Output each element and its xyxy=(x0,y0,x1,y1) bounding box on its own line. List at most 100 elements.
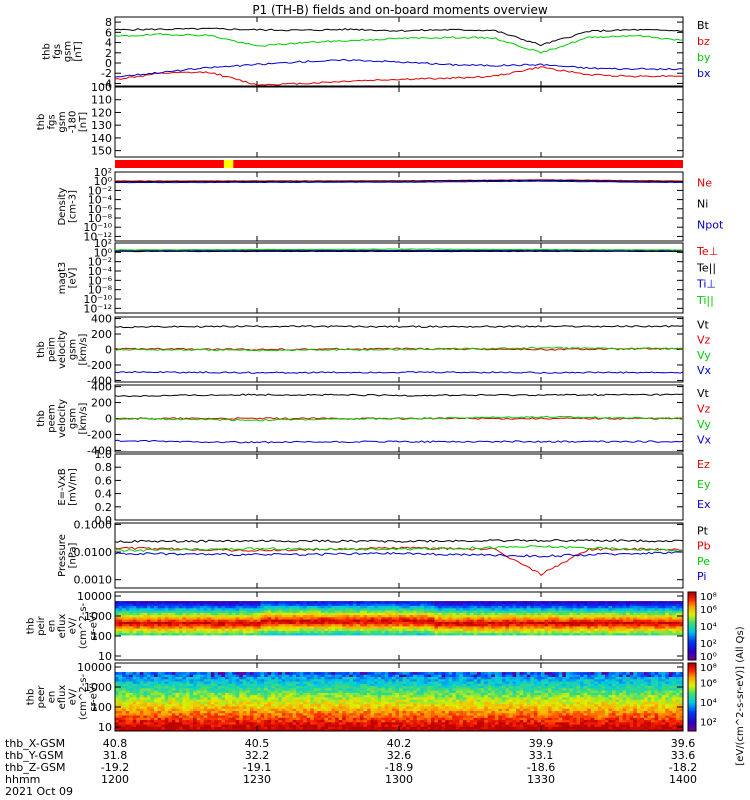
spectrogram-cell xyxy=(154,616,158,620)
spectrogram-cell xyxy=(345,678,350,682)
spectrogram-cell xyxy=(576,626,581,629)
spectrogram-cell xyxy=(370,628,375,631)
spectrogram-cell xyxy=(175,712,180,716)
spectrogram-cell xyxy=(416,726,421,730)
spectrogram-cell xyxy=(470,632,474,636)
spectrogram-cell xyxy=(413,694,418,698)
spectrogram-cell xyxy=(292,721,297,725)
spectrogram-cell xyxy=(370,697,375,700)
spectrogram-cell xyxy=(274,623,279,627)
spectrogram-cell xyxy=(306,724,311,727)
spectrogram-cell xyxy=(505,610,510,613)
spectrogram-cell xyxy=(338,683,343,687)
spectrogram-cell xyxy=(434,632,439,636)
spectrogram-cell xyxy=(377,717,382,721)
spectrogram-cell xyxy=(271,706,276,709)
spectrogram-cell xyxy=(313,605,318,609)
spectrogram-cell xyxy=(324,721,329,725)
spectrogram-cell xyxy=(249,687,254,691)
spectrogram-cell xyxy=(310,706,315,709)
spectrogram-cell xyxy=(328,672,332,675)
spectrogram-cell xyxy=(399,678,403,682)
spectrogram-cell xyxy=(604,603,609,606)
spectrogram-cell xyxy=(115,710,119,714)
spectrogram-cell xyxy=(143,632,148,636)
spectrogram-cell xyxy=(274,712,279,716)
spectrogram-cell xyxy=(288,717,293,721)
spectrogram-cell xyxy=(193,692,198,696)
spectrogram-cell xyxy=(352,628,357,631)
spectrogram-cell xyxy=(296,621,300,625)
spectrogram-cell xyxy=(345,674,350,677)
spectrogram-cell xyxy=(193,630,198,634)
spectrogram-cell xyxy=(367,710,371,714)
spectrogram-cell xyxy=(342,612,347,616)
spectrogram-cell xyxy=(214,616,219,620)
spectrogram-cell xyxy=(313,632,318,636)
spectrogram-cell xyxy=(320,612,325,616)
spectrogram-cell xyxy=(235,706,240,709)
spectrogram-cell xyxy=(406,728,411,732)
spectrogram-cell xyxy=(171,719,176,723)
spectrogram-cell xyxy=(115,719,119,723)
spectrogram-cell xyxy=(423,632,428,636)
spectrogram-cell xyxy=(633,616,638,620)
spectrogram-cell xyxy=(157,632,162,636)
spectrogram-cell xyxy=(658,619,663,622)
spectrogram-cell xyxy=(196,726,201,730)
spectrogram-cell xyxy=(413,626,418,629)
spectrogram-cell xyxy=(367,724,371,727)
spectrogram-cell xyxy=(331,605,336,609)
spectrogram-cell xyxy=(235,726,240,730)
spectrogram-cell xyxy=(498,601,503,604)
spectrogram-cell xyxy=(182,681,187,684)
spectrogram-cell xyxy=(675,626,680,629)
spectrogram-cell xyxy=(434,623,439,627)
spectrogram-cell xyxy=(207,614,212,618)
spectrogram-cell xyxy=(278,692,283,696)
spectrogram-cell xyxy=(328,678,332,682)
spectrogram-cell xyxy=(129,619,134,622)
spectrogram-cell xyxy=(622,603,627,606)
spectrogram-cell xyxy=(310,683,315,687)
spectrogram-cell xyxy=(157,728,162,732)
spectrogram-cell xyxy=(296,699,300,702)
spectrogram-cell xyxy=(359,605,364,609)
spectrogram-cell xyxy=(470,623,474,627)
spectrogram-cell xyxy=(384,630,389,634)
spectrogram-cell xyxy=(399,623,403,627)
spectrogram-cell xyxy=(196,687,201,691)
spectrogram-cell xyxy=(572,614,577,618)
spectrogram-cell xyxy=(580,619,584,622)
spectrogram-cell xyxy=(509,621,513,625)
spectrogram-cell xyxy=(221,719,226,723)
spectrogram-cell xyxy=(217,703,222,707)
spectrogram-cell xyxy=(363,724,368,727)
spectrogram-cell xyxy=(470,601,474,604)
spectrogram-cell xyxy=(129,623,134,627)
spectrogram-cell xyxy=(587,632,592,636)
spectrogram-cell xyxy=(253,619,258,622)
spectrogram-cell xyxy=(267,699,272,702)
series-by xyxy=(114,33,684,54)
spectrogram-cell xyxy=(349,701,354,705)
spectrogram-cell xyxy=(207,690,212,693)
series-Vz xyxy=(114,347,684,351)
spectrogram-cell xyxy=(388,697,393,700)
spectrogram-cell xyxy=(320,623,325,627)
spectrogram-cell xyxy=(356,605,361,609)
spectrogram-cell xyxy=(246,632,251,636)
spectrogram-cell xyxy=(413,701,418,705)
spectrogram-cell xyxy=(157,697,162,700)
spectrogram-cell xyxy=(665,619,670,622)
spectrogram-cell xyxy=(310,632,315,636)
spectrogram-cell xyxy=(299,676,304,680)
spectrogram-cell xyxy=(136,712,141,716)
spectrogram-cell xyxy=(257,612,261,616)
spectrogram-cell xyxy=(122,717,127,721)
spectrogram-cell xyxy=(356,712,361,716)
panel-frame xyxy=(114,16,684,87)
spectrogram-cell xyxy=(555,612,560,616)
spectrogram-cell xyxy=(381,616,386,620)
spectrogram-cell xyxy=(217,690,222,693)
